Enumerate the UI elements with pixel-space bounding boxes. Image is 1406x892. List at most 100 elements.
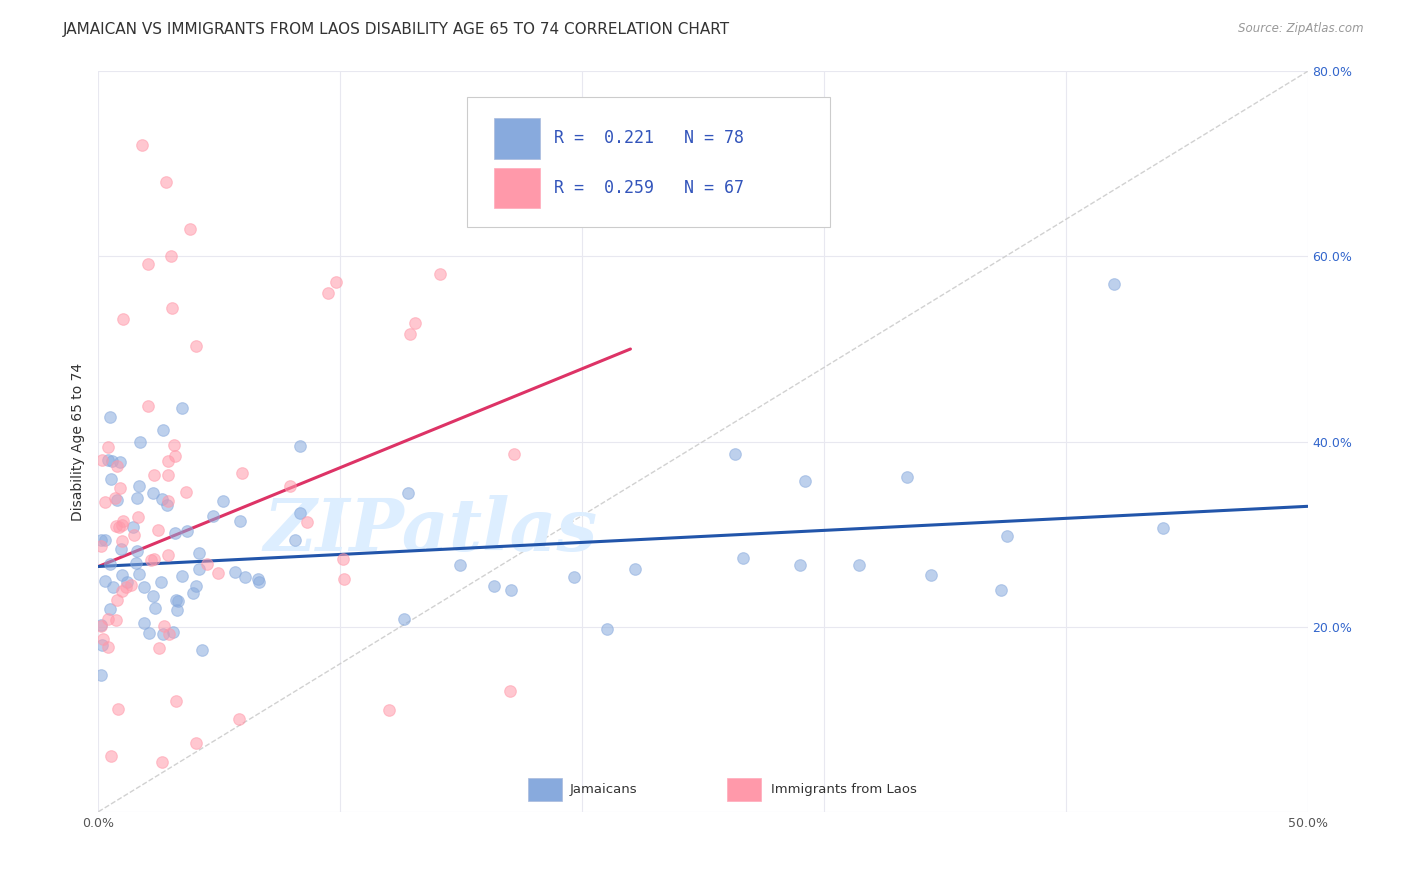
Point <box>228 712 250 726</box>
Text: Immigrants from Laos: Immigrants from Laos <box>770 783 917 796</box>
Point <box>284 533 307 547</box>
Point <box>90 619 112 633</box>
Point <box>179 221 201 235</box>
Point <box>149 575 172 590</box>
Point <box>166 603 188 617</box>
Point <box>142 486 165 500</box>
FancyBboxPatch shape <box>527 779 561 801</box>
Point <box>120 578 142 592</box>
Point <box>153 619 176 633</box>
Point <box>1102 277 1125 292</box>
Point <box>502 446 524 460</box>
Point <box>157 454 180 468</box>
Point <box>112 311 135 326</box>
Point <box>100 472 122 486</box>
Point <box>152 491 174 506</box>
Point <box>995 529 1018 543</box>
Point <box>107 702 129 716</box>
Point <box>97 453 120 467</box>
Point <box>93 574 115 588</box>
Point <box>138 626 160 640</box>
Point <box>124 556 146 570</box>
Point <box>111 568 134 582</box>
Point <box>624 562 647 576</box>
Point <box>166 594 188 608</box>
FancyBboxPatch shape <box>727 779 761 801</box>
Text: R =  0.221   N = 78: R = 0.221 N = 78 <box>554 129 744 147</box>
Point <box>155 175 177 190</box>
Y-axis label: Disability Age 65 to 74: Disability Age 65 to 74 <box>72 362 86 521</box>
Point <box>501 583 523 598</box>
Point <box>124 528 146 542</box>
Point <box>396 485 419 500</box>
Point <box>377 703 399 717</box>
Point <box>110 533 132 548</box>
Point <box>233 570 256 584</box>
Point <box>125 491 148 505</box>
Point <box>97 441 120 455</box>
Point <box>105 492 128 507</box>
Point <box>98 409 121 424</box>
Point <box>129 435 152 450</box>
Point <box>104 518 127 533</box>
Point <box>224 565 246 579</box>
Point <box>399 326 422 341</box>
Point <box>115 574 138 589</box>
Point <box>163 438 186 452</box>
Point <box>127 509 149 524</box>
Point <box>128 566 150 581</box>
Point <box>165 593 187 607</box>
Point <box>290 506 312 520</box>
Point <box>96 640 118 654</box>
Point <box>562 570 585 584</box>
Point <box>143 551 166 566</box>
Point <box>482 579 505 593</box>
Point <box>143 468 166 483</box>
Point <box>104 613 127 627</box>
Point <box>1152 521 1174 535</box>
Point <box>90 533 112 547</box>
Text: Jamaicans: Jamaicans <box>569 783 637 796</box>
Point <box>332 551 354 566</box>
Point <box>181 586 204 600</box>
Text: Source: ZipAtlas.com: Source: ZipAtlas.com <box>1239 22 1364 36</box>
Point <box>789 558 811 573</box>
Point <box>187 546 209 560</box>
Point <box>156 467 179 482</box>
Point <box>176 524 198 538</box>
Point <box>128 478 150 492</box>
Point <box>498 684 520 698</box>
Point <box>429 267 451 281</box>
Point <box>152 626 174 640</box>
Point <box>896 470 918 484</box>
Point <box>278 478 301 492</box>
Point <box>990 583 1012 598</box>
Point <box>211 494 233 508</box>
Point <box>201 508 224 523</box>
Point <box>184 339 207 353</box>
Point <box>138 399 160 413</box>
Point <box>316 286 339 301</box>
Point <box>295 515 318 529</box>
Point <box>246 572 269 586</box>
Point <box>848 558 870 572</box>
Point <box>110 481 132 495</box>
Point <box>190 643 212 657</box>
Point <box>136 257 159 271</box>
Point <box>156 548 179 562</box>
Point <box>162 625 184 640</box>
Point <box>794 475 817 489</box>
FancyBboxPatch shape <box>494 168 540 209</box>
Point <box>731 551 754 566</box>
Point <box>163 450 186 464</box>
Point <box>152 423 174 437</box>
Point <box>170 569 193 583</box>
Point <box>156 493 179 508</box>
Text: R =  0.259   N = 67: R = 0.259 N = 67 <box>554 178 744 196</box>
FancyBboxPatch shape <box>494 118 540 159</box>
Point <box>90 539 112 553</box>
Point <box>131 138 153 153</box>
Point <box>229 514 252 528</box>
Point <box>160 250 183 264</box>
Point <box>105 459 128 474</box>
